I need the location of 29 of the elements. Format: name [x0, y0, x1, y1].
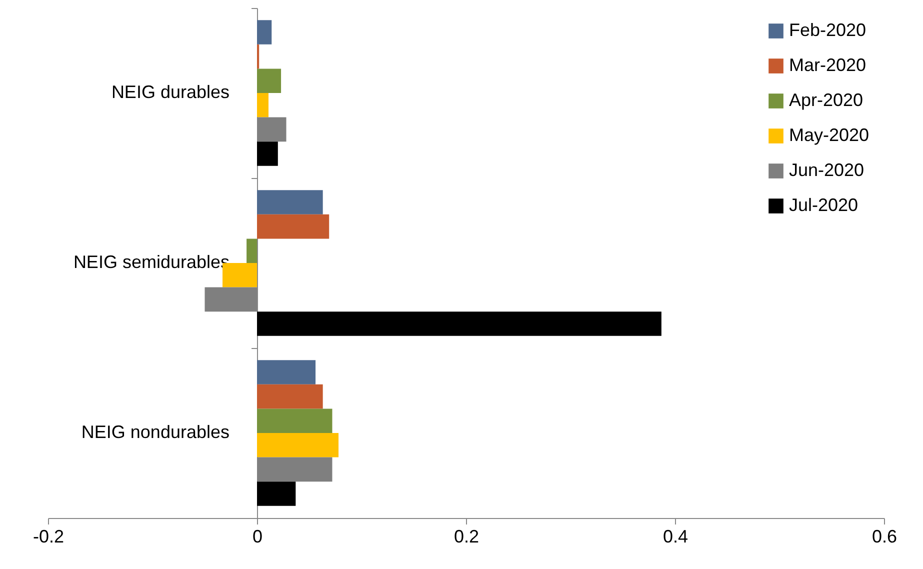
legend-label: Mar-2020: [789, 55, 866, 75]
bar: [257, 93, 268, 118]
y-tick-label: NEIG semidurables: [73, 252, 230, 272]
legend-label: Jul-2020: [789, 195, 858, 215]
bar: [257, 360, 316, 384]
bar: [257, 457, 332, 482]
x-tick-label: 0.6: [872, 526, 898, 546]
x-tick-label: 0: [252, 526, 263, 546]
y-tick-label: NEIG durables: [111, 82, 230, 102]
bar: [257, 312, 662, 336]
bar: [257, 20, 272, 44]
bar: [257, 482, 296, 506]
x-tick-label: -0.2: [32, 526, 64, 546]
x-tick-label: 0.4: [662, 526, 688, 546]
bar: [257, 408, 332, 433]
bar: [257, 190, 323, 214]
bar: [257, 68, 282, 93]
legend-label: Jun-2020: [789, 160, 864, 180]
legend-label: Feb-2020: [789, 20, 866, 40]
bar: [257, 142, 278, 166]
bar: [257, 214, 330, 239]
bar: [257, 433, 339, 458]
bar: [246, 238, 257, 263]
legend-label: May-2020: [789, 125, 870, 145]
legend-label: Apr-2020: [789, 90, 864, 110]
bar: [257, 117, 286, 142]
bar: [257, 384, 323, 409]
y-tick-label: NEIG nondurables: [81, 422, 230, 442]
x-tick-label: 0.2: [454, 526, 480, 546]
